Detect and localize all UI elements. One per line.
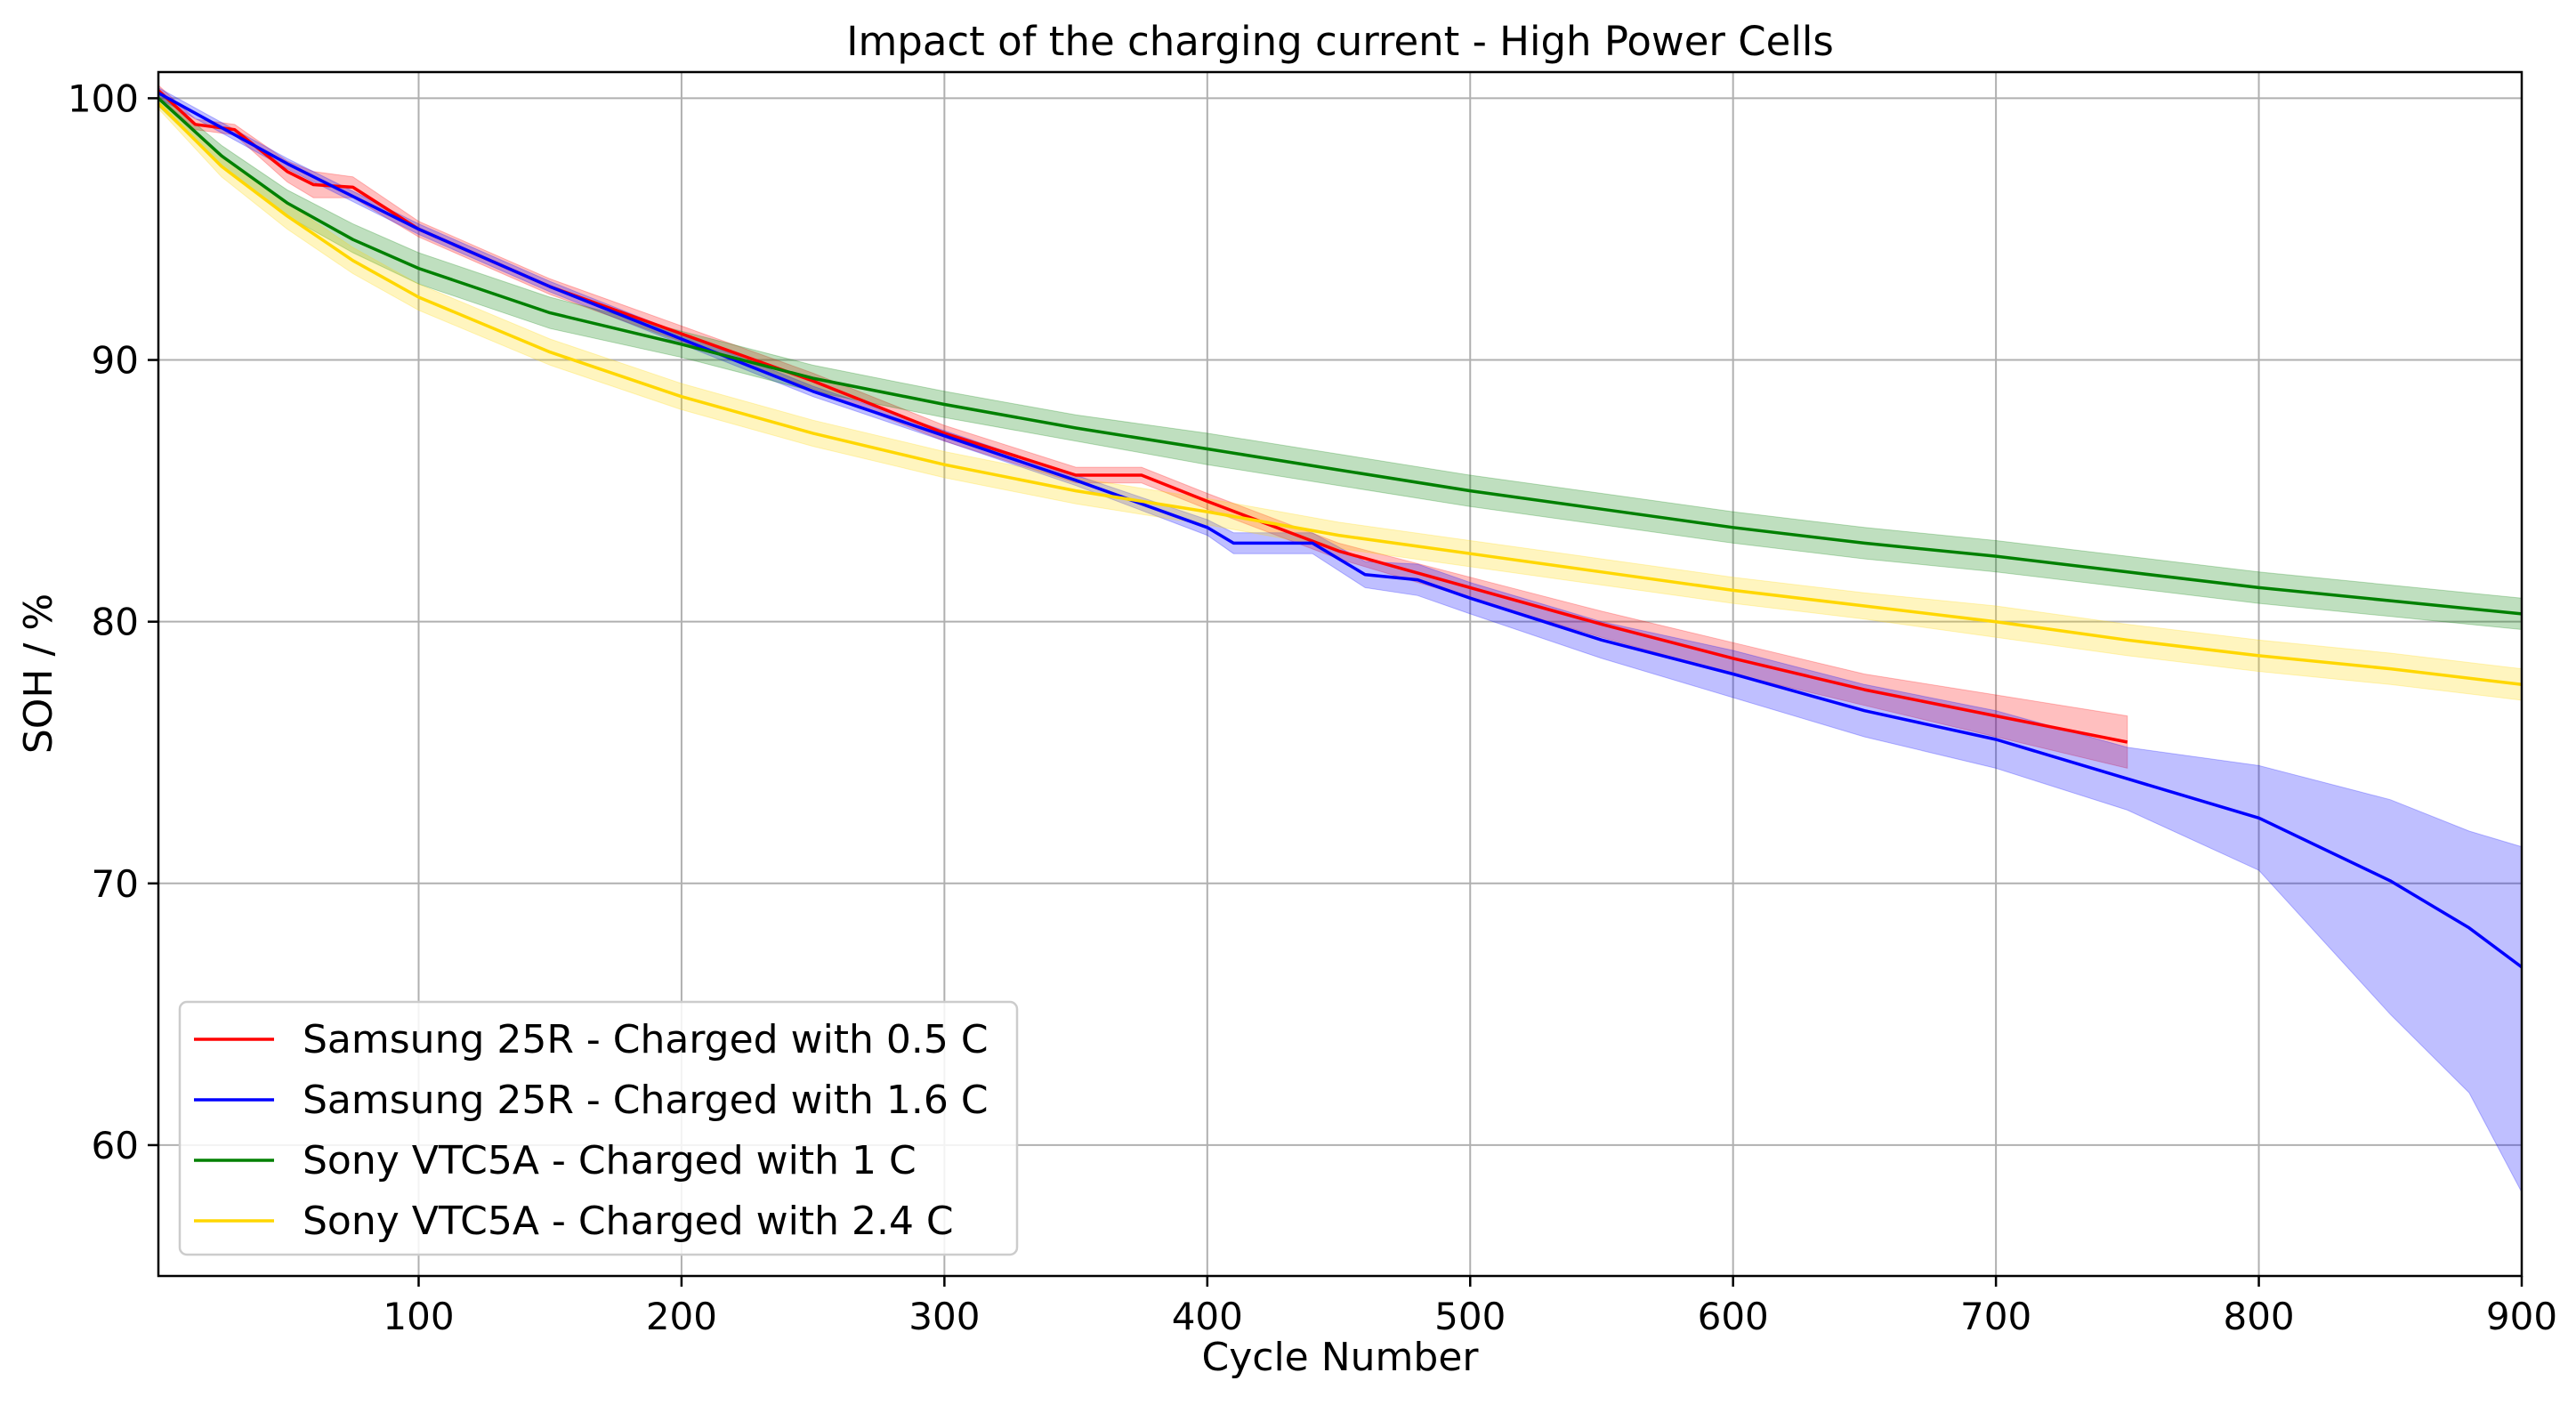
- series-line-samsung-25r-charged-with-0-5-c: [157, 89, 2128, 744]
- x-axis-ticks: 100 200 300 400 500 600 700 800 900: [383, 1276, 2557, 1338]
- x-tick-label: 700: [1960, 1295, 2031, 1338]
- legend-box: [178, 1000, 1019, 1256]
- x-tick-label: 900: [2486, 1295, 2557, 1338]
- series-line-samsung-25r-charged-with-1-6-c: [157, 91, 2524, 969]
- chart-title: Impact of the charging current - High Po…: [846, 18, 1834, 65]
- x-tick-label: 200: [646, 1295, 717, 1338]
- y-axis-ticks: 60 70 80 90 100: [68, 77, 158, 1167]
- x-tick-label: 400: [1172, 1295, 1243, 1338]
- legend-label: Sony VTC5A - Charged with 1 C: [303, 1138, 917, 1183]
- y-tick-label: 100: [68, 77, 139, 120]
- legend-label: Samsung 25R - Charged with 1.6 C: [303, 1078, 989, 1123]
- x-tick-label: 800: [2223, 1295, 2294, 1338]
- plot-frame: [157, 70, 2524, 1278]
- x-tick-label: 100: [383, 1295, 454, 1338]
- x-tick-label: 300: [908, 1295, 980, 1338]
- y-axis-label: SOH / %: [16, 593, 61, 754]
- y-tick-label: 70: [92, 862, 139, 906]
- x-axis-label: Cycle Number: [1202, 1335, 1480, 1380]
- legend: Samsung 25R - Charged with 0.5 C Samsung …: [178, 1000, 1019, 1256]
- y-tick-label: 90: [92, 339, 139, 383]
- series-line-sony-vtc5a-charged-with-2-4-c: [157, 102, 2523, 687]
- legend-label: Sony VTC5A - Charged with 2.4 C: [303, 1199, 954, 1244]
- x-tick-label: 600: [1698, 1295, 1769, 1338]
- series-lines: [157, 89, 2524, 969]
- x-tick-label: 500: [1434, 1295, 1506, 1338]
- y-tick-label: 80: [92, 601, 139, 644]
- band-samsung-25r-charged-with-0-5-c: [157, 84, 2128, 770]
- y-tick-label: 60: [92, 1124, 139, 1167]
- legend-label: Samsung 25R - Charged with 0.5 C: [303, 1017, 989, 1062]
- series-line-sony-vtc5a-charged-with-1-c: [157, 97, 2523, 616]
